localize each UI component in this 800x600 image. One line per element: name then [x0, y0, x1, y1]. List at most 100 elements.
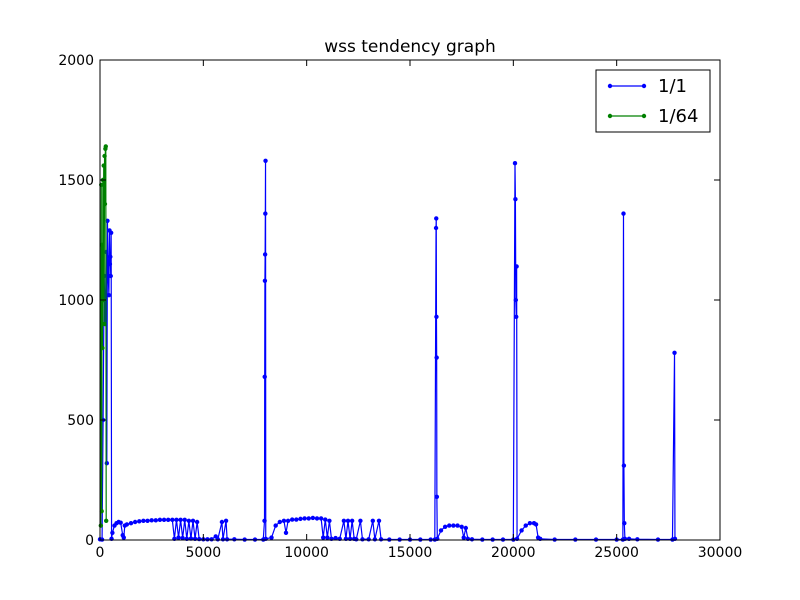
data-point-1-23 [121, 535, 126, 540]
data-point-1-58 [224, 537, 230, 542]
y-tick-label: 1000 [58, 293, 94, 309]
y-tick-label: 500 [67, 413, 94, 429]
data-point-1-17 [110, 530, 115, 535]
y-tick-label: 1500 [58, 173, 94, 189]
data-point-1-63 [262, 518, 267, 523]
data-point-1-154 [635, 537, 640, 542]
data-point-1-83 [318, 516, 324, 521]
data-point-1-64 [262, 374, 267, 379]
data-point-1-137 [519, 528, 524, 533]
data-point-1-31 [149, 518, 154, 523]
data-point-1-7 [104, 461, 110, 466]
data-point-1-134 [514, 314, 519, 319]
data-point-1-15 [108, 230, 114, 235]
data-point-2-5 [100, 345, 105, 351]
data-point-1-46 [190, 518, 196, 523]
data-point-1-102 [372, 537, 378, 542]
data-point-1-57 [223, 518, 229, 523]
data-point-1-103 [376, 518, 382, 523]
x-tick-label: 5000 [186, 545, 222, 561]
data-point-1-39 [176, 535, 181, 540]
data-point-1-49 [197, 536, 202, 542]
data-point-1-70 [269, 535, 274, 540]
data-point-1-141 [533, 522, 539, 527]
data-point-1-28 [137, 519, 142, 524]
data-point-2-1 [98, 523, 104, 528]
data-point-2-8 [101, 163, 106, 168]
data-point-1-95 [349, 518, 355, 523]
y-tick-label: 0 [85, 533, 94, 549]
chart-title: wss tendency graph [324, 37, 496, 57]
data-point-1-59 [232, 537, 237, 542]
x-tick-label: 20000 [491, 545, 536, 561]
data-point-1-91 [341, 518, 347, 523]
data-point-1-82 [314, 516, 320, 521]
axes-layer: 0 5000 10000 15000 20000 25000 30000 0 500 1000 15… [58, 53, 742, 561]
data-point-1-41 [180, 535, 185, 541]
data-point-1-115 [434, 494, 440, 499]
data-point-1-157 [672, 350, 677, 355]
data-point-1-121 [455, 523, 460, 528]
data-point-1-132 [513, 197, 518, 202]
x-tick-label: 30000 [698, 545, 743, 561]
data-point-1-113 [434, 314, 439, 319]
data-point-1-66 [262, 252, 268, 257]
data-point-1-80 [306, 516, 311, 521]
legend-label: 1/1 [658, 76, 687, 97]
legend-marker [607, 113, 613, 119]
data-point-1-98 [358, 518, 363, 523]
data-point-1-33 [157, 517, 163, 523]
data-point-1-101 [370, 518, 375, 523]
data-point-1-12 [107, 261, 113, 267]
data-point-1-93 [345, 518, 351, 523]
data-point-1-14 [108, 273, 113, 279]
legend-label: 1/64 [658, 106, 698, 127]
data-point-1-67 [263, 211, 268, 216]
data-point-2-10 [102, 153, 107, 159]
data-point-1-74 [283, 530, 289, 535]
data-point-1-13 [108, 254, 113, 259]
data-point-1-40 [178, 517, 183, 523]
data-point-1-35 [166, 517, 171, 523]
data-point-1-77 [294, 517, 299, 522]
data-point-1-97 [354, 537, 359, 542]
data-point-1-36 [170, 517, 175, 523]
data-point-1-75 [285, 518, 291, 523]
series-2 [98, 144, 109, 528]
data-point-1-81 [310, 515, 316, 521]
x-tick-label: 15000 [388, 545, 433, 561]
data-point-1-133 [513, 297, 519, 303]
data-point-1-27 [132, 519, 138, 525]
data-point-2-3 [99, 509, 104, 514]
data-point-1-126 [469, 537, 475, 542]
data-point-1-131 [512, 161, 518, 166]
data-point-1-71 [273, 523, 278, 528]
data-point-1-104 [378, 537, 384, 542]
data-point-1-72 [277, 519, 282, 525]
legend-marker [607, 83, 613, 89]
data-point-1-120 [451, 523, 456, 528]
data-point-1-79 [302, 516, 307, 521]
x-tick-label: 10000 [284, 545, 329, 561]
data-point-1-55 [219, 519, 225, 525]
data-point-1-117 [438, 528, 444, 533]
data-point-1-119 [447, 523, 452, 528]
data-point-1-52 [209, 537, 214, 542]
legend-item-2: 1/64 [607, 106, 698, 127]
x-tick-label: 25000 [594, 545, 639, 561]
data-point-1-150 [621, 463, 627, 468]
data-point-1-118 [442, 524, 448, 529]
data-point-1-135 [514, 264, 519, 269]
data-point-1-139 [527, 521, 533, 526]
data-point-2-13 [103, 144, 108, 149]
data-point-1-38 [174, 517, 179, 523]
y-tick-label: 2000 [58, 53, 94, 69]
data-point-1-65 [262, 278, 268, 283]
data-point-1-42 [182, 517, 187, 523]
data-point-1-122 [459, 524, 464, 529]
data-point-1-25 [124, 522, 130, 527]
data-point-1-76 [290, 517, 295, 522]
data-point-1-30 [145, 518, 150, 523]
data-point-1-34 [161, 517, 167, 523]
